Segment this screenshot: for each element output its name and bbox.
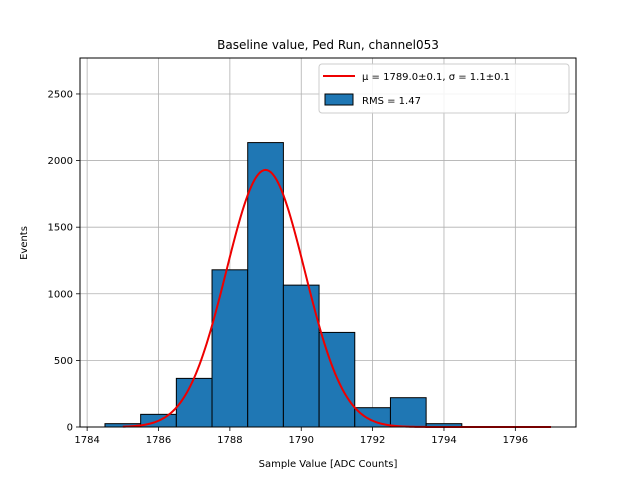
y-tick-label: 1500 (48, 223, 73, 234)
y-axis-ticks: 0 500 1000 1500 2000 2500 (48, 89, 80, 434)
x-tick-label: 1796 (503, 435, 528, 446)
x-tick-label: 1794 (431, 435, 456, 446)
histogram-bar (211, 269, 249, 428)
histogram-bars (104, 142, 463, 428)
x-tick-label: 1786 (146, 435, 171, 446)
y-tick-label: 0 (67, 423, 73, 434)
histogram-bar (247, 142, 284, 428)
y-tick-label: 500 (54, 356, 73, 367)
x-tick-label: 1792 (360, 435, 385, 446)
legend-box (318, 63, 570, 114)
legend-fit-label: μ = 1789.0±0.1, σ = 1.1±0.1 (362, 72, 510, 83)
histogram-bar (175, 377, 213, 428)
plot-frame (79, 57, 577, 428)
x-tick-label: 1788 (217, 435, 242, 446)
x-tick-label: 1790 (289, 435, 314, 446)
x-axis-label: Sample Value [ADC Counts] (259, 459, 398, 470)
y-tick-label: 2500 (48, 89, 73, 100)
legend: μ = 1789.0±0.1, σ = 1.1±0.1 RMS = 1.47 (318, 63, 570, 114)
chart-title: Baseline value, Ped Run, channel053 (217, 38, 439, 52)
y-tick-label: 2000 (48, 156, 73, 167)
y-tick-label: 1000 (48, 289, 73, 300)
legend-hist-label: RMS = 1.47 (362, 96, 421, 107)
histogram-bar (389, 397, 427, 428)
y-axis-label: Events (19, 226, 30, 260)
x-axis-ticks: 1784 1786 1788 1790 1792 1794 1796 (74, 427, 528, 446)
x-tick-label: 1784 (74, 435, 99, 446)
legend-hist-swatch (324, 93, 354, 106)
